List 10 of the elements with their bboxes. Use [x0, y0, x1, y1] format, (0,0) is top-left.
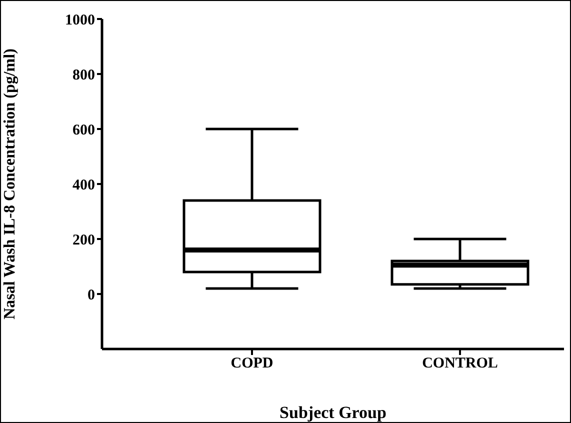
- y-tick-label: 1000: [65, 12, 95, 28]
- x-tick-label: CONTROL: [422, 356, 498, 372]
- y-axis-title: Nasal Wash IL-8 Concentration (pg/ml): [2, 48, 19, 320]
- y-tick-label: 400: [72, 177, 95, 194]
- y-tick-label: 0: [88, 287, 95, 304]
- y-tick-label: 200: [72, 232, 95, 248]
- y-tick-label: 600: [72, 122, 95, 138]
- x-tick-label: COPD: [230, 356, 274, 372]
- x-axis-title: Subject Group: [280, 403, 386, 422]
- y-tick-label: 800: [72, 67, 95, 84]
